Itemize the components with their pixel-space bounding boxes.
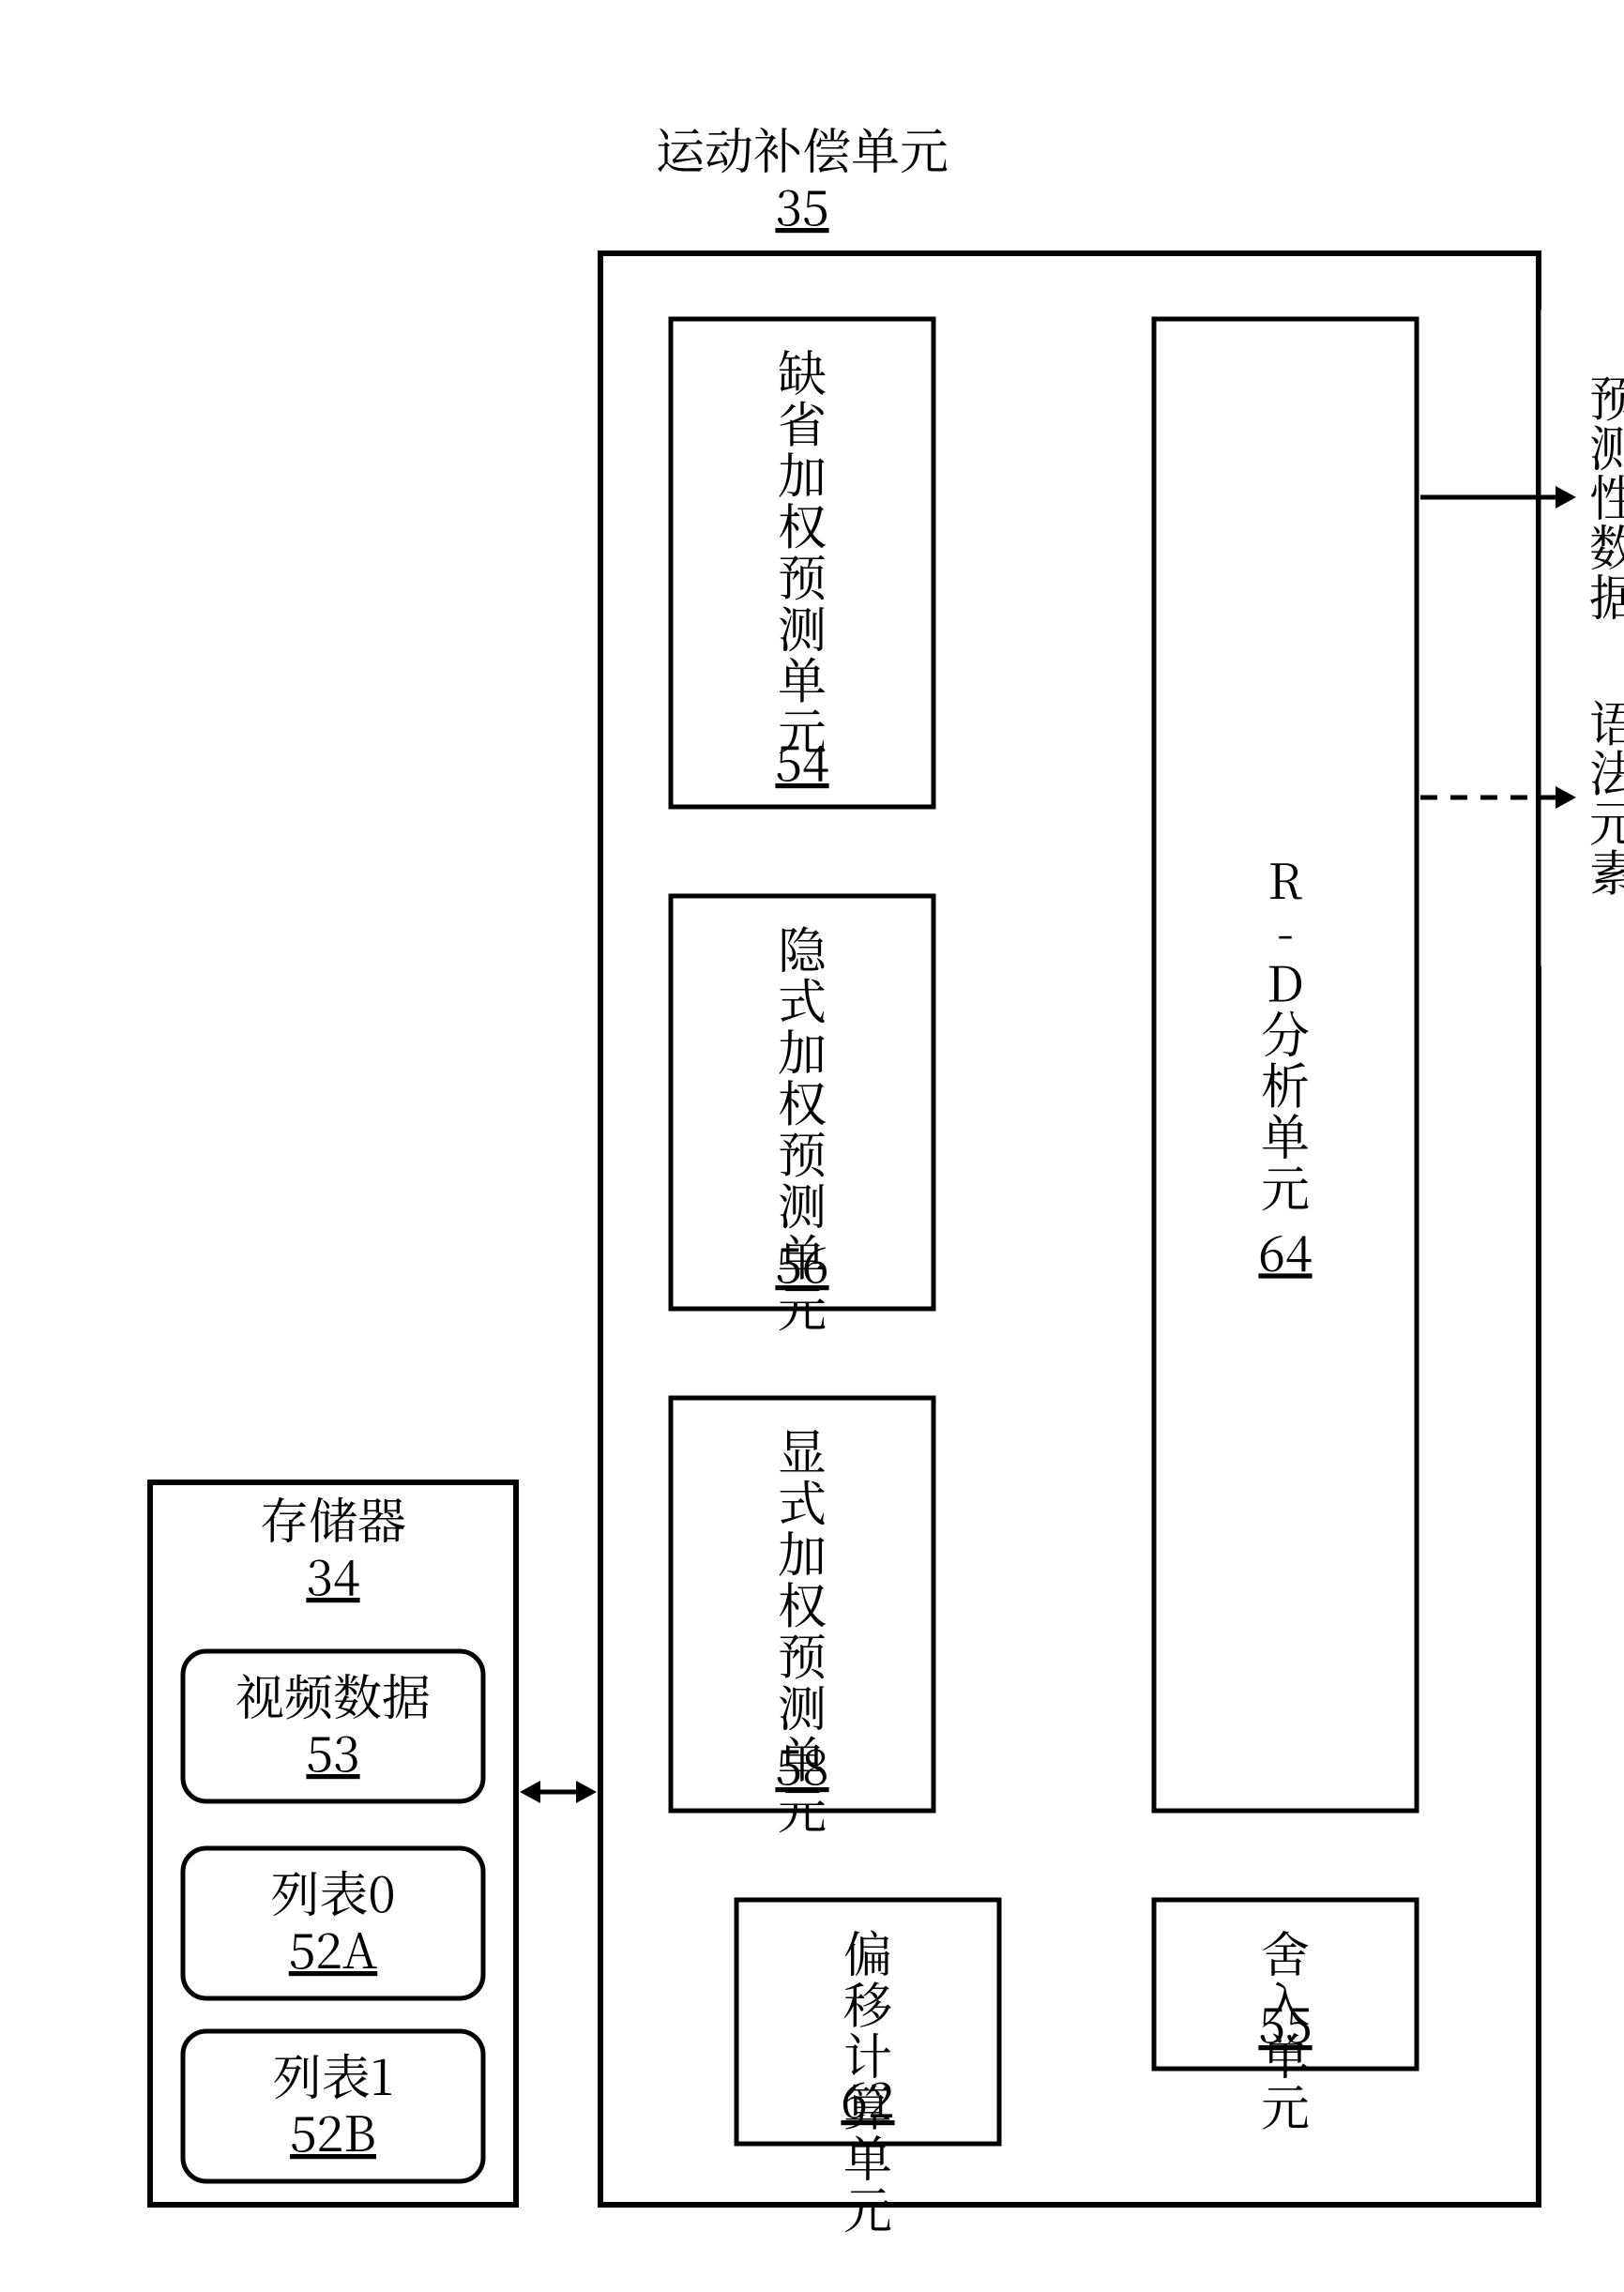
svg-text:52A: 52A [289, 1912, 378, 1982]
svg-text:35: 35 [775, 169, 828, 239]
svg-text:62: 62 [841, 2061, 894, 2132]
svg-text:据: 据 [1589, 559, 1624, 630]
svg-text:52B: 52B [290, 2095, 376, 2165]
svg-text:34: 34 [306, 1539, 359, 1609]
svg-text:56: 56 [775, 1226, 828, 1297]
svg-text:64: 64 [1258, 1214, 1312, 1284]
svg-text:元: 元 [843, 2172, 892, 2242]
svg-text:素: 素 [1589, 835, 1624, 905]
svg-text:55: 55 [1258, 1986, 1312, 2057]
svg-text:58: 58 [775, 1728, 828, 1799]
svg-text:54: 54 [775, 724, 828, 795]
svg-text:元: 元 [1261, 2070, 1310, 2140]
svg-text:元: 元 [1261, 1150, 1310, 1221]
svg-text:53: 53 [306, 1715, 359, 1785]
